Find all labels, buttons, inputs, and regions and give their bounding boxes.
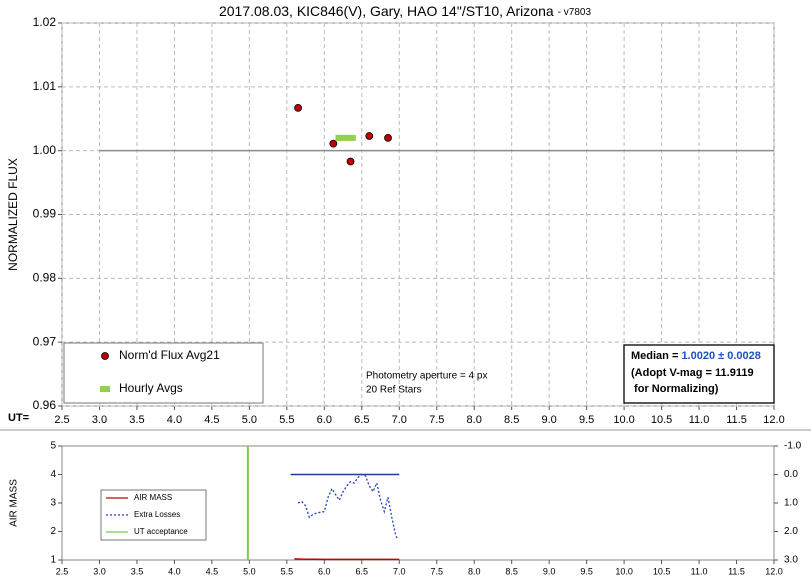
x-tick-label: 7.0 (393, 566, 406, 576)
title: 2017.08.03, KIC846(V), Gary, HAO 14"/ST1… (219, 3, 554, 19)
legend-label: Hourly Avgs (119, 381, 183, 395)
x-tick-label: 8.5 (505, 566, 518, 576)
median-text: Median = 1.0020 ± 0.0028 (631, 350, 761, 362)
x-tick-label: 3.5 (131, 566, 144, 576)
median-value: 1.0020 ± 0.0028 (681, 350, 760, 362)
x-tick-label: 9.0 (542, 414, 557, 426)
x-tick-label: 2.5 (54, 414, 69, 426)
y-tick-label: 0.96 (33, 398, 57, 412)
y-tick-label: 0.99 (33, 207, 57, 221)
y2-tick-label: -1.0 (784, 441, 802, 452)
y2-tick-label: 3.0 (784, 555, 798, 566)
x-tick-label: 6.0 (318, 566, 331, 576)
y-tick-label: 5 (50, 441, 56, 452)
x-tick-label: 12.0 (765, 566, 783, 576)
x-tick-label: 7.5 (429, 414, 444, 426)
subtitle: - v7803 (558, 7, 592, 18)
x-tick-label: 3.0 (93, 566, 106, 576)
legend-marker (101, 352, 109, 360)
y-tick-label: 3 (50, 498, 56, 509)
y-tick-label: 1.02 (33, 15, 57, 29)
x-tick-label: 9.5 (579, 414, 594, 426)
data-line (294, 558, 400, 561)
y-tick-label: 1.01 (33, 79, 57, 93)
legend-label: UT acceptance (134, 527, 188, 536)
x-tick-label: 3.5 (129, 414, 144, 426)
x-tick-label: 11.5 (728, 566, 745, 576)
x-tick-label: 8.5 (504, 414, 519, 426)
x-tick-label: 10.5 (651, 414, 672, 426)
x-tick-label: 3.0 (92, 414, 107, 426)
y-tick-label: 0.97 (33, 334, 57, 348)
y-tick-label: 2 (50, 526, 56, 537)
x-tick-label: 2.5 (56, 566, 69, 576)
y2-tick-label: 0.0 (784, 469, 798, 480)
x-tick-label: 10.0 (615, 566, 633, 576)
data-point (365, 132, 374, 140)
x-tick-label: 6.5 (354, 414, 369, 426)
median-note: for Normalizing) (631, 383, 719, 395)
x-tick-label: 9.5 (580, 566, 593, 576)
legend-label: Norm'd Flux Avg21 (119, 348, 220, 362)
x-tick-label: 4.5 (206, 566, 219, 576)
y2-tick-label: 2.0 (784, 526, 798, 537)
x-tick-label: 10.5 (653, 566, 671, 576)
median-note: (Adopt V-mag = 11.9119 (631, 367, 754, 379)
legend-box (63, 342, 264, 404)
x-tick-label: 6.5 (356, 566, 369, 576)
annotation: 20 Ref Stars (366, 385, 422, 396)
x-tick-label: 8.0 (467, 414, 482, 426)
x-tick-label: 12.0 (763, 414, 784, 426)
x-tick-label: 7.5 (430, 566, 443, 576)
data-point (294, 103, 302, 112)
chart-title: 2017.08.03, KIC846(V), Gary, HAO 14"/ST1… (219, 3, 591, 19)
y-axis-label: NORMALIZED FLUX (6, 158, 20, 271)
y-tick-label: 1 (50, 555, 56, 566)
x-tick-label: 4.0 (167, 414, 182, 426)
x-tick-label: 4.0 (168, 566, 181, 576)
x-tick-label: 9.0 (543, 566, 556, 576)
x-axis-label: UT= (8, 412, 29, 424)
median-label: Median = (631, 350, 681, 362)
y-tick-label: 1.00 (33, 143, 57, 157)
plot-area (61, 22, 775, 407)
x-tick-label: 11.5 (726, 414, 747, 426)
x-tick-label: 11.0 (691, 566, 708, 576)
legend-label: Extra Losses (134, 510, 180, 519)
data-line (297, 473, 399, 541)
x-tick-label: 6.0 (317, 414, 332, 426)
x-tick-label: 5.5 (279, 414, 294, 426)
x-tick-label: 5.5 (281, 566, 294, 576)
data-point (384, 133, 392, 142)
x-tick-label: 5.0 (242, 414, 257, 426)
x-tick-label: 8.0 (468, 566, 481, 576)
data-point (346, 157, 355, 166)
legend-label: AIR MASS (134, 493, 172, 502)
x-tick-label: 7.0 (392, 414, 407, 426)
x-tick-label: 5.0 (243, 566, 256, 576)
median-box (623, 344, 775, 404)
annotation: Photometry aperture = 4 px (366, 371, 487, 382)
x-tick-label: 11.0 (689, 414, 710, 426)
x-tick-label: 4.5 (204, 414, 219, 426)
y-tick-label: 0.98 (33, 271, 57, 285)
x-tick-label: 10.0 (613, 414, 634, 426)
y-axis-label: AIR MASS (9, 479, 20, 527)
y2-tick-label: 1.0 (784, 498, 798, 509)
y-tick-label: 4 (50, 469, 56, 480)
data-point (329, 139, 338, 148)
